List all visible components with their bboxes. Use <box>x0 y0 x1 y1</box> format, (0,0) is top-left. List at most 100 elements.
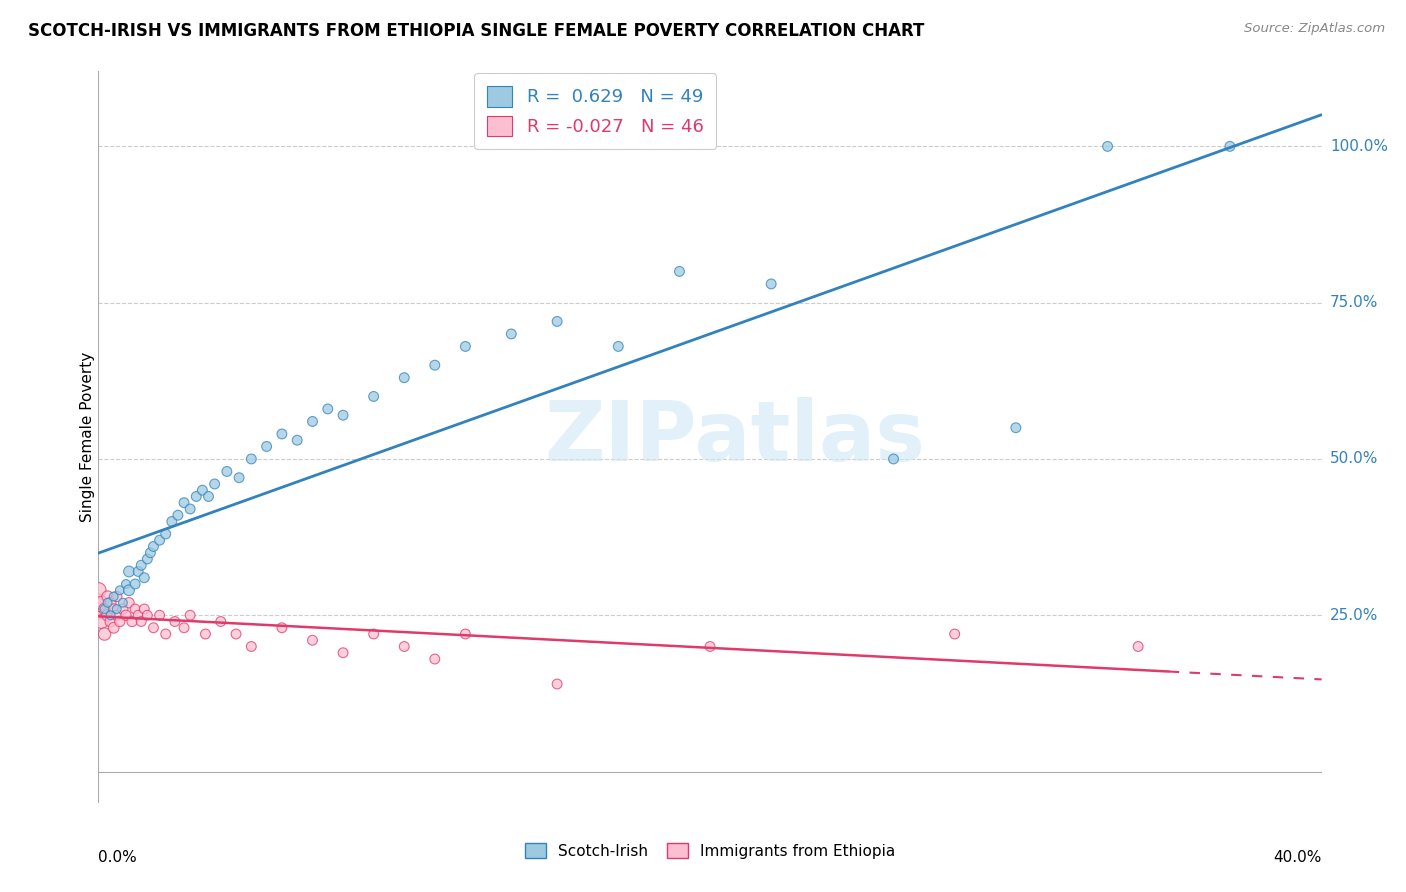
Point <box>943 627 966 641</box>
Point <box>423 652 446 666</box>
Point <box>149 608 172 623</box>
Point <box>173 496 195 510</box>
Point <box>87 602 110 616</box>
Text: 100.0%: 100.0% <box>1330 139 1388 154</box>
Point <box>454 339 477 353</box>
Text: ZIPatlas: ZIPatlas <box>544 397 925 477</box>
Point <box>197 490 219 504</box>
Point <box>155 527 177 541</box>
Point <box>115 608 138 623</box>
Point <box>546 314 568 328</box>
Point <box>97 608 120 623</box>
Point <box>160 515 183 529</box>
Text: 50.0%: 50.0% <box>1330 451 1378 467</box>
Point <box>103 590 125 604</box>
Point <box>105 590 128 604</box>
Point <box>1097 139 1119 153</box>
Point <box>228 471 250 485</box>
Point <box>225 627 247 641</box>
Point <box>546 677 568 691</box>
Point <box>149 533 172 548</box>
Point <box>111 596 134 610</box>
Point <box>118 565 141 579</box>
Point <box>423 358 446 372</box>
Point <box>93 602 115 616</box>
Point <box>100 596 122 610</box>
Point <box>270 621 292 635</box>
Point <box>240 640 263 654</box>
Point <box>129 615 152 629</box>
Point <box>363 627 385 641</box>
Point <box>139 546 162 560</box>
Point <box>301 414 323 428</box>
Point <box>883 452 905 467</box>
Point <box>142 621 165 635</box>
Point <box>1128 640 1150 654</box>
Point <box>179 502 201 516</box>
Text: 25.0%: 25.0% <box>1330 607 1378 623</box>
Point <box>204 477 226 491</box>
Point <box>129 558 152 573</box>
Point <box>100 608 122 623</box>
Point <box>97 590 120 604</box>
Point <box>1004 420 1026 434</box>
Point <box>118 596 141 610</box>
Point <box>270 426 292 441</box>
Point <box>111 602 134 616</box>
Point <box>103 602 125 616</box>
Point <box>454 627 477 641</box>
Point <box>501 326 523 341</box>
Text: 0.0%: 0.0% <box>98 850 138 865</box>
Point <box>607 339 630 353</box>
Point <box>103 621 125 635</box>
Point <box>215 465 238 479</box>
Point <box>332 646 354 660</box>
Point <box>136 608 159 623</box>
Point <box>392 370 416 384</box>
Point <box>118 583 141 598</box>
Point <box>105 608 128 623</box>
Point <box>100 615 122 629</box>
Point <box>142 540 165 554</box>
Point <box>668 264 690 278</box>
Point <box>285 434 308 448</box>
Point <box>363 389 385 403</box>
Point <box>93 627 115 641</box>
Point <box>759 277 782 291</box>
Point <box>93 602 115 616</box>
Point <box>90 615 112 629</box>
Point <box>127 608 149 623</box>
Point <box>699 640 721 654</box>
Y-axis label: Single Female Poverty: Single Female Poverty <box>80 352 94 522</box>
Point <box>90 596 112 610</box>
Point <box>97 596 120 610</box>
Point <box>240 452 263 467</box>
Text: 75.0%: 75.0% <box>1330 295 1378 310</box>
Point <box>124 602 146 616</box>
Point <box>191 483 214 498</box>
Legend: Scotch-Irish, Immigrants from Ethiopia: Scotch-Irish, Immigrants from Ethiopia <box>519 837 901 864</box>
Point <box>186 490 208 504</box>
Point <box>108 615 131 629</box>
Point <box>256 440 278 454</box>
Point <box>108 583 131 598</box>
Point <box>194 627 217 641</box>
Point <box>392 640 416 654</box>
Text: Source: ZipAtlas.com: Source: ZipAtlas.com <box>1244 22 1385 36</box>
Point <box>179 608 201 623</box>
Point <box>301 633 323 648</box>
Point <box>1219 139 1241 153</box>
Point <box>163 615 186 629</box>
Text: 40.0%: 40.0% <box>1274 850 1322 865</box>
Point <box>332 408 354 422</box>
Point <box>134 571 156 585</box>
Point <box>134 602 156 616</box>
Point <box>209 615 232 629</box>
Point <box>121 615 143 629</box>
Point <box>87 583 110 598</box>
Point <box>105 602 128 616</box>
Point <box>87 596 110 610</box>
Point <box>115 577 138 591</box>
Point <box>316 401 339 416</box>
Point <box>167 508 190 523</box>
